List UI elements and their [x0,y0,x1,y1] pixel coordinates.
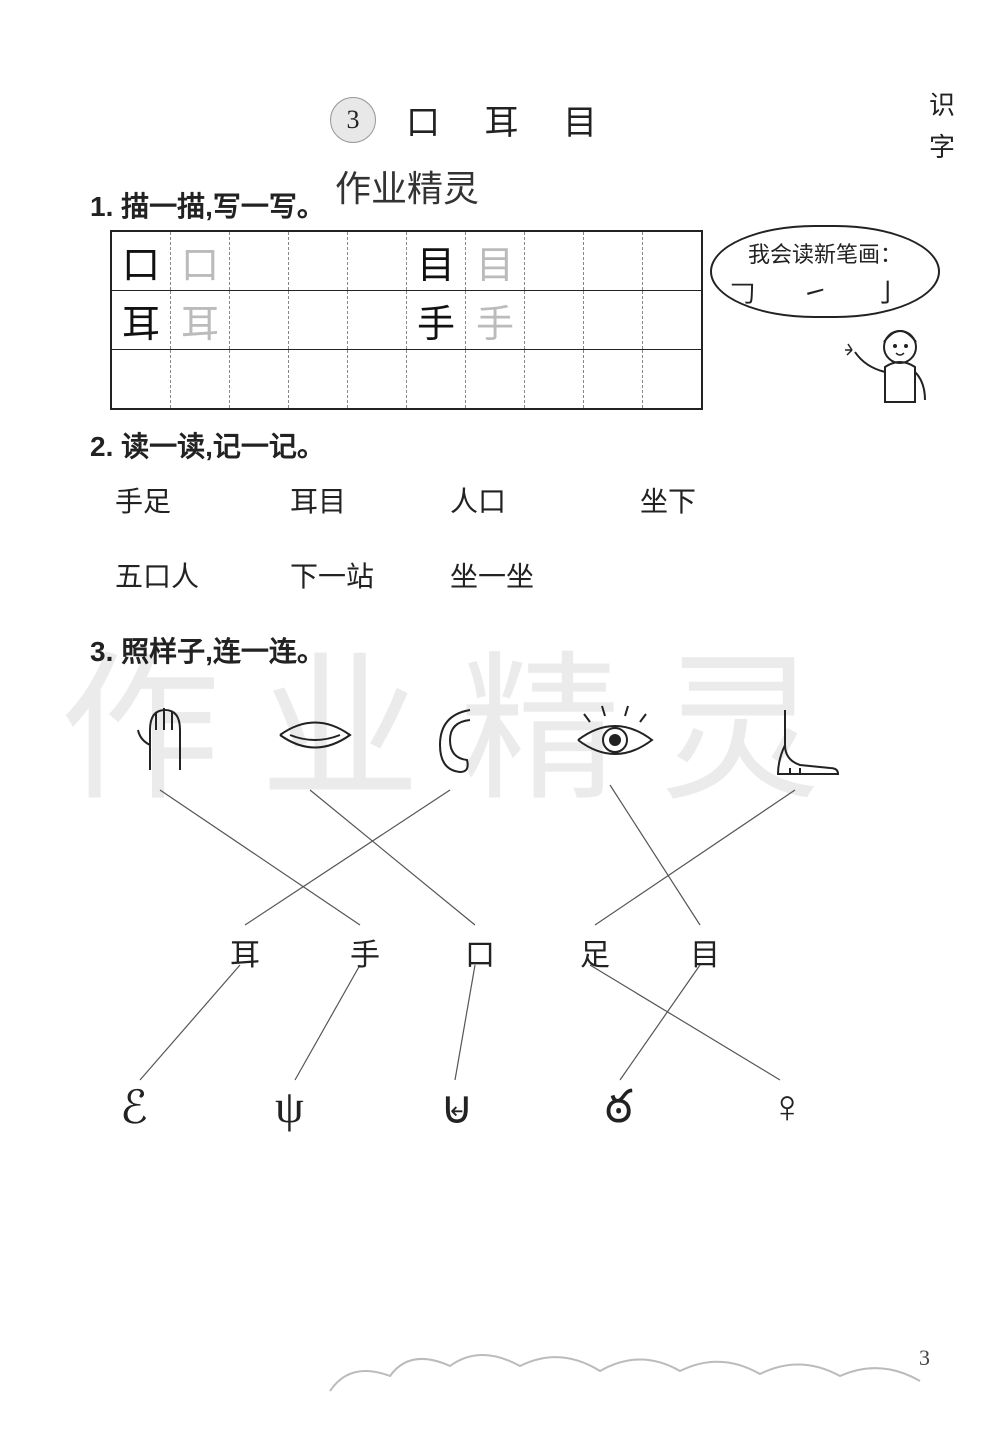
vocab-2: 耳目 [290,480,346,520]
speech-bubble-wrap: 我会读新笔画： 𠃌 ㇀ 亅 [710,225,940,417]
trace-cell: 口 [171,231,230,291]
trace-cell [111,350,171,410]
trace-cell [171,350,230,410]
trace-cell [230,291,289,350]
lesson-number-circle: 3 [330,97,376,143]
trace-cell [643,350,703,410]
trace-cell [348,350,407,410]
matching-exercise: 耳 手 口 足 目 ℰψ ⊌ ఠ ♀ [60,680,940,1200]
trace-cell [466,350,525,410]
char-耳: 耳 [230,930,260,974]
lesson-number: 3 [347,105,360,135]
trace-cell: 目 [466,231,525,291]
handwriting-watermark: 作业精灵 [335,160,479,212]
question-2-heading: 2. 读一读,记一记。 [90,425,325,465]
trace-cell [643,231,703,291]
trace-cell [584,291,643,350]
question-3-heading: 3. 照样子,连一连。 [90,630,325,670]
vocab-7: 坐一坐 [450,555,534,595]
child-illustration [710,322,940,417]
trace-cell: 耳 [111,291,171,350]
question-1-heading: 1. 描一描,写一写。 [90,185,325,225]
mouth-pict: ⊌ [440,1080,474,1134]
vocab-1: 手足 [115,480,171,520]
hand-pict: ψ [275,1080,304,1133]
match-line [595,790,795,925]
ear-pict: ℰ [120,1080,148,1134]
trace-cell [348,291,407,350]
trace-cell [584,350,643,410]
bubble-intro: 我会读新笔画： [726,237,924,269]
match-line [610,785,700,925]
vocab-6: 下一站 [290,555,374,595]
trace-cell: 目 [407,231,466,291]
match-line [160,790,360,925]
eye-pict: ఠ [605,1080,632,1145]
trace-cell [584,231,643,291]
match-line [590,965,780,1080]
char-口: 口 [465,930,495,974]
side-line2: 字 [929,127,955,169]
match-line [245,790,450,925]
char-足: 足 [580,930,610,974]
trace-cell: 手 [407,291,466,350]
trace-cell [525,350,584,410]
vocab-4: 坐下 [640,480,696,520]
char-手: 手 [350,930,380,974]
footer-cloud-decoration [320,1336,940,1401]
side-line1: 识 [929,85,955,127]
trace-cell [407,350,466,410]
vocab-5: 五口人 [115,555,199,595]
bubble-strokes: 𠃌 ㇀ 亅 [726,273,924,310]
speech-bubble: 我会读新笔画： 𠃌 ㇀ 亅 [710,225,940,318]
side-category-label: 识 字 [929,85,955,168]
trace-cell [525,291,584,350]
tracing-grid: 口口 目目耳耳 手手 [110,230,703,410]
trace-cell [348,231,407,291]
match-line [295,965,360,1080]
trace-cell: 手 [466,291,525,350]
trace-cell [643,291,703,350]
lesson-title-row: 3 口 耳 目 [330,95,615,144]
trace-cell [230,231,289,291]
vocab-3: 人口 [450,480,506,520]
trace-cell [289,231,348,291]
trace-cell [230,350,289,410]
foot-pict: ♀ [770,1080,805,1133]
char-目: 目 [690,930,720,974]
match-line [620,965,700,1080]
match-line [455,965,475,1080]
match-line [310,790,475,925]
trace-cell [289,291,348,350]
trace-cell: 耳 [171,291,230,350]
trace-cell [525,231,584,291]
trace-cell [289,350,348,410]
lesson-title: 口 耳 目 [406,95,615,144]
trace-cell: 口 [111,231,171,291]
match-line [140,965,240,1080]
